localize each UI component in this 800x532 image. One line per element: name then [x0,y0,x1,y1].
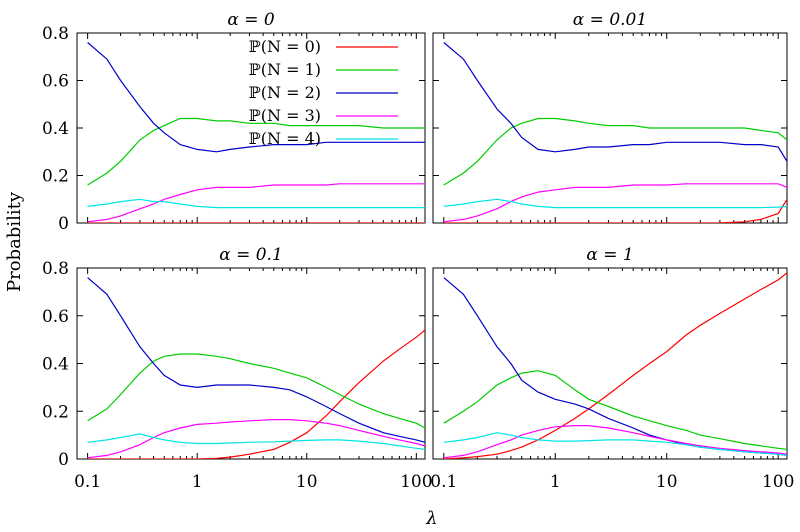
series-line-0 [443,272,787,459]
panel-2: α = 0.01 [432,10,788,224]
x-tick-label: 10 [296,472,318,492]
series-line-2 [87,42,425,153]
legend: ℙ(N = 0) ℙ(N = 1) ℙ(N = 2) ℙ(N = 3) ℙ(N = 4) [249,37,398,148]
legend-label: ℙ(N = 4) [249,129,321,148]
y-tick-label: 0.8 [42,24,69,44]
series-line-1 [87,353,425,429]
legend-label: ℙ(N = 3) [249,106,321,125]
y-tick-label: 0.4 [42,355,69,375]
series-line-3 [443,183,787,223]
y-tick-label: 0.2 [42,402,69,422]
panels: 00.20.40.60.8α = 0ℙ(N = 0)ℙ(N = 1)ℙ(N = … [42,10,794,492]
x-axis-label: λ [425,508,437,529]
series-line-4 [443,432,787,456]
series-line-2 [87,277,425,443]
y-tick-label: 0.2 [42,167,69,187]
plot-frame [432,267,788,460]
series-line-3 [87,183,425,223]
x-tick-label: 1 [192,472,203,492]
y-tick-label: 0.8 [42,259,69,279]
x-tick-label: 0.1 [430,472,457,492]
series-line-1 [443,370,787,450]
panel-1: 00.20.40.60.8α = 0ℙ(N = 0)ℙ(N = 1)ℙ(N = … [42,10,426,234]
series-line-3 [87,419,425,459]
legend-label: ℙ(N = 1) [249,60,321,79]
x-tick-label: 100 [762,472,794,492]
panel-3: 0 0.2 0.4 0.6 0.8 0.1 1 10 100 α = 0.1 [42,245,433,492]
y-axis-label: Probability [4,191,25,292]
series-line-4 [87,433,425,450]
x-tick-label: 100 [400,472,432,492]
series-line-1 [443,117,787,186]
legend-label: ℙ(N = 0) [249,37,321,56]
x-tick-label: 10 [656,472,678,492]
panel-title: α = 0.1 [219,245,283,265]
legend-label: ℙ(N = 2) [249,83,321,102]
series-line-3 [443,425,787,459]
y-tick-label: 0 [58,450,69,470]
panel-4: 0.1 1 10 100 α = 1 [430,245,794,492]
panel-title: α = 0 [227,10,275,30]
series-line-4 [87,198,425,209]
series-line-0 [87,329,425,459]
y-tick-label: 0 [58,214,69,234]
series-line-1 [87,117,425,186]
panel-title: α = 0.01 [573,10,647,30]
y-tick-label: 0.4 [42,119,69,139]
x-tick-label: 1 [550,472,561,492]
y-tick-label: 0.6 [42,72,69,92]
x-tick-label: 0.1 [74,472,101,492]
series-line-2 [443,42,787,162]
y-tick-label: 0.6 [42,307,69,327]
panel-title: α = 1 [586,245,633,265]
series-line-4 [443,198,787,209]
series-line-0 [443,198,787,223]
